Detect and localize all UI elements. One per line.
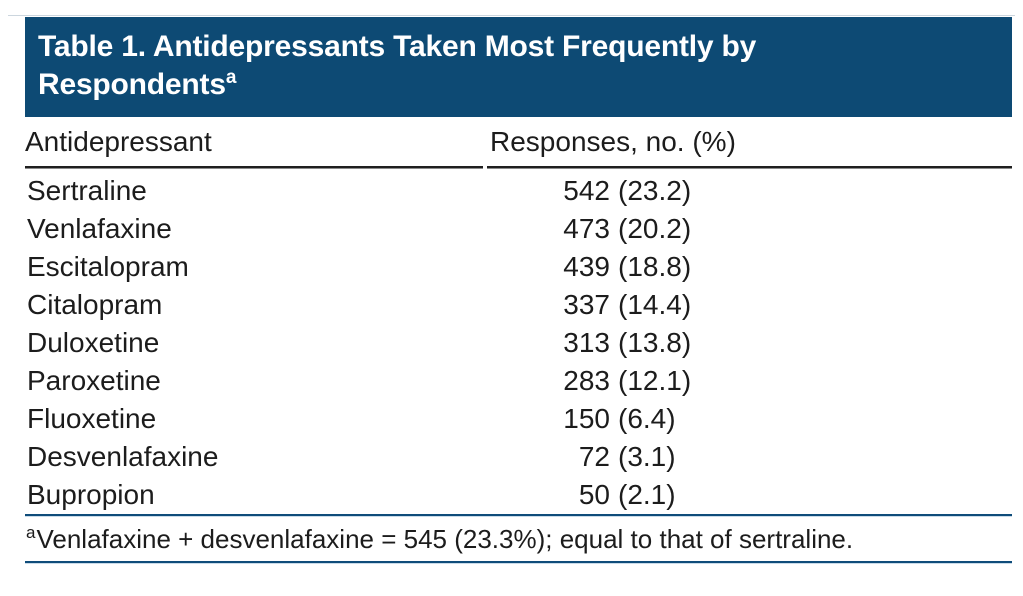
drug-name-cell: Fluoxetine (27, 403, 157, 434)
table-row: Venlafaxine 473 (20.2) (25, 210, 1012, 248)
response-count: 72 (578, 441, 610, 472)
table-row: Desvenlafaxine 72 (3.1) (25, 438, 1012, 476)
responses-cell: 337 (14.4) (535, 286, 1012, 324)
table-row: Escitalopram 439 (18.8) (25, 248, 1012, 286)
response-count: 313 (563, 327, 610, 358)
column-header-antidepressant: Antidepressant (25, 125, 212, 157)
response-percentage: (20.2) (618, 213, 692, 244)
response-count: 473 (563, 213, 610, 244)
table-title: Table 1. Antidepressants Taken Most Freq… (38, 28, 938, 104)
table-row: Fluoxetine 150 (6.4) (25, 400, 1012, 438)
footnote-line: aVenlafaxine + desvenlafaxine = 545 (23.… (26, 524, 853, 555)
column-header-responses: Responses, no. (%) (490, 125, 736, 157)
footnote-text: Venlafaxine + desvenlafaxine = 545 (23.3… (36, 523, 854, 554)
footnote-marker: a (26, 522, 36, 542)
responses-cell: 72 (3.1) (535, 438, 1012, 476)
responses-cell: 283 (12.1) (535, 362, 1012, 400)
table-row: Bupropion 50 (2.1) (25, 476, 1012, 514)
table-1: Table 1. Antidepressants Taken Most Freq… (25, 17, 1012, 564)
response-count: 542 (563, 175, 610, 206)
response-percentage: (12.1) (618, 365, 692, 396)
footnote: aVenlafaxine + desvenlafaxine = 545 (23.… (25, 517, 1012, 561)
column-header-row: Antidepressant Responses, no. (%) (25, 117, 1012, 166)
responses-cell: 313 (13.8) (535, 324, 1012, 362)
response-count: 150 (563, 403, 610, 434)
response-count: 50 (578, 479, 610, 510)
drug-name-cell: Sertraline (27, 175, 147, 206)
table-row: Duloxetine 313 (13.8) (25, 324, 1012, 362)
top-hairline-rule (8, 15, 1015, 16)
drug-name-cell: Paroxetine (27, 365, 161, 396)
responses-cell: 150 (6.4) (535, 400, 1012, 438)
header-double-rule (25, 166, 1012, 169)
table-row: Sertraline 542 (23.2) (25, 172, 1012, 210)
title-footnote-marker: a (225, 67, 237, 88)
table-title-bar: Table 1. Antidepressants Taken Most Freq… (25, 17, 1012, 117)
responses-cell: 473 (20.2) (535, 210, 1012, 248)
table-bottom-rule (25, 561, 1012, 564)
header-rule-left-segment (25, 166, 483, 169)
response-count: 283 (563, 365, 610, 396)
response-count: 337 (563, 289, 610, 320)
drug-name-cell: Duloxetine (27, 327, 160, 358)
response-percentage: (13.8) (618, 327, 692, 358)
response-percentage: (18.8) (618, 251, 692, 282)
drug-name-cell: Desvenlafaxine (27, 441, 219, 472)
responses-cell: 542 (23.2) (535, 172, 1012, 210)
footnote-top-rule (25, 514, 1012, 517)
drug-name-cell: Venlafaxine (27, 213, 172, 244)
response-percentage: (23.2) (618, 175, 692, 206)
drug-name-cell: Escitalopram (27, 251, 189, 282)
drug-name-cell: Bupropion (27, 479, 155, 510)
table-title-text: Table 1. Antidepressants Taken Most Freq… (38, 30, 757, 101)
responses-cell: 439 (18.8) (535, 248, 1012, 286)
response-percentage: (3.1) (618, 441, 676, 472)
table-row: Paroxetine 283 (12.1) (25, 362, 1012, 400)
responses-cell: 50 (2.1) (535, 476, 1012, 514)
drug-name-cell: Citalopram (27, 289, 163, 320)
header-rule-right-segment (487, 166, 1012, 169)
table-row: Citalopram 337 (14.4) (25, 286, 1012, 324)
response-percentage: (14.4) (618, 289, 692, 320)
response-percentage: (2.1) (618, 479, 676, 510)
response-percentage: (6.4) (618, 403, 676, 434)
response-count: 439 (563, 251, 610, 282)
table-body: Sertraline 542 (23.2) Venlafaxine 473 (2… (25, 169, 1012, 514)
